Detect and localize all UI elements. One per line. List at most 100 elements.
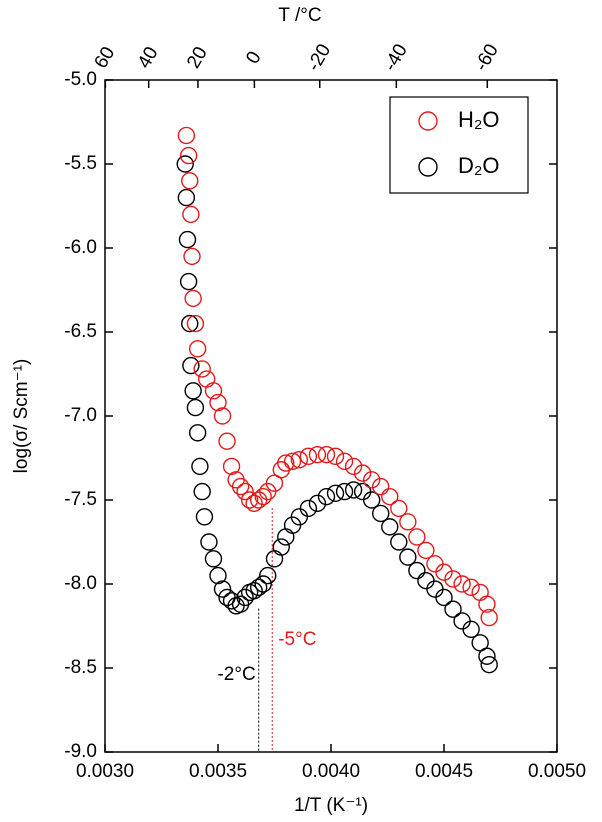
x-tick-label: 0.0035 (189, 761, 247, 782)
point (277, 528, 295, 546)
point (326, 447, 345, 466)
point (240, 491, 259, 509)
point (213, 580, 232, 598)
x-axis-label: 1/T (K⁻¹) (294, 795, 368, 816)
point (193, 482, 211, 501)
point (381, 487, 399, 506)
legend-box (389, 96, 529, 194)
point (183, 247, 201, 266)
point (176, 155, 194, 173)
point (417, 571, 435, 590)
point (209, 566, 227, 585)
point (204, 550, 223, 568)
point (453, 612, 471, 630)
point (299, 499, 318, 518)
point (417, 541, 435, 560)
point (186, 314, 205, 333)
point (197, 370, 216, 388)
point (283, 452, 302, 471)
y-tick-label: -8.0 (64, 573, 97, 594)
point (245, 582, 263, 600)
point (435, 588, 453, 607)
point (435, 563, 453, 581)
point (277, 454, 295, 472)
point (184, 382, 202, 400)
point (308, 445, 327, 464)
point (265, 550, 284, 568)
point (184, 289, 202, 308)
point (222, 592, 241, 610)
point (335, 482, 354, 501)
point (177, 188, 196, 207)
point (426, 580, 444, 598)
point (408, 528, 426, 546)
point (186, 398, 205, 417)
point (372, 504, 390, 523)
point (179, 146, 198, 165)
annotation: -2°C (217, 664, 255, 685)
x2-tick-label: -40 (380, 41, 412, 75)
point (179, 272, 198, 291)
x-tick-label: 0.0040 (302, 761, 360, 782)
point (193, 360, 211, 378)
point (213, 407, 232, 425)
point (480, 608, 498, 627)
point (362, 471, 381, 489)
point (478, 595, 496, 613)
x2-tick-label: -20 (303, 41, 335, 75)
point (308, 494, 327, 513)
x2-tick-label: 20 (183, 43, 212, 72)
y-tick-label: -8.5 (64, 657, 97, 678)
x2-tick-label: 60 (91, 43, 120, 72)
legend-label: D₂O (458, 153, 500, 178)
point (344, 481, 363, 499)
point (218, 432, 236, 450)
point (390, 499, 408, 518)
point (344, 457, 363, 476)
point (462, 620, 480, 639)
point (272, 538, 290, 556)
point (204, 382, 223, 400)
point (249, 491, 268, 509)
x2-axis-label: T /°C (278, 5, 321, 26)
y-tick-label: -7.0 (64, 405, 97, 426)
legend-marker (418, 111, 438, 131)
point (444, 570, 462, 588)
point (188, 340, 207, 358)
point (236, 482, 254, 501)
point (177, 126, 196, 145)
point (231, 477, 250, 496)
point (408, 561, 426, 580)
point (249, 578, 268, 597)
legend-marker (418, 157, 438, 177)
y-tick-label: -5.0 (64, 69, 97, 90)
x2-tick-label: 40 (134, 43, 163, 72)
point (362, 491, 381, 509)
point (335, 452, 354, 471)
y-tick-label: -9.0 (64, 741, 97, 762)
point (254, 487, 272, 506)
point (181, 314, 199, 333)
y-tick-label: -6.5 (64, 321, 97, 342)
point (299, 447, 318, 466)
point (290, 450, 309, 469)
point (188, 424, 207, 442)
point (182, 205, 200, 224)
point (399, 513, 417, 531)
y-tick-label: -6.0 (64, 237, 97, 258)
point (390, 533, 408, 551)
point (453, 575, 471, 593)
point (209, 393, 227, 412)
point (317, 445, 336, 464)
point (191, 457, 209, 476)
point (222, 457, 241, 476)
x-tick-label: 0.0030 (76, 761, 134, 782)
point (426, 555, 444, 573)
y-tick-label: -7.5 (64, 489, 97, 510)
point (259, 566, 277, 585)
point (181, 172, 199, 190)
x2-tick-label: 0 (242, 48, 265, 68)
point (353, 482, 372, 501)
point (480, 655, 498, 674)
